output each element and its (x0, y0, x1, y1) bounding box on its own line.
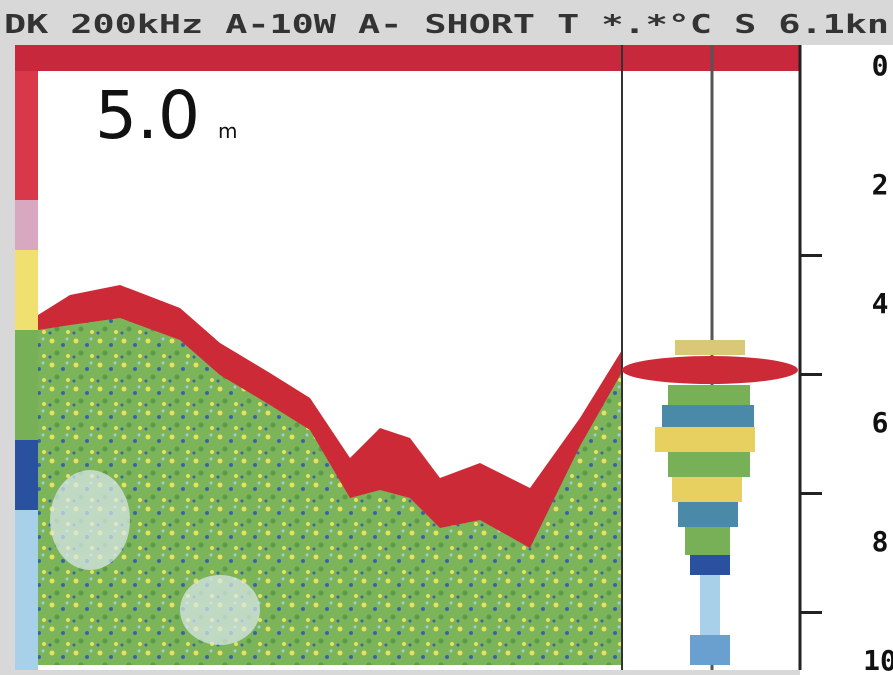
surface-band (15, 45, 800, 71)
scale-label: 0 (872, 49, 889, 82)
color-bar (15, 45, 38, 670)
scale-label: 6 (872, 406, 889, 439)
scale-label: 2 (872, 168, 889, 201)
bottom-line (38, 285, 622, 548)
scale-label: 8 (872, 525, 889, 558)
noise-patch (50, 470, 130, 570)
scale-area (800, 45, 893, 675)
scale-label: 10 (863, 644, 893, 675)
depth-unit: m (218, 119, 237, 143)
scale-label: 4 (872, 287, 889, 320)
seabed-echo (38, 305, 622, 665)
depth-readout: 5.0 (95, 77, 200, 154)
ascope (622, 340, 798, 665)
depth-scale: 0 2 4 6 8 10 (800, 49, 893, 675)
status-bar: DK 200kHz A-10W A- SHORT T *.*°C S 6.1kn (4, 10, 889, 40)
noise-patch (180, 575, 260, 645)
